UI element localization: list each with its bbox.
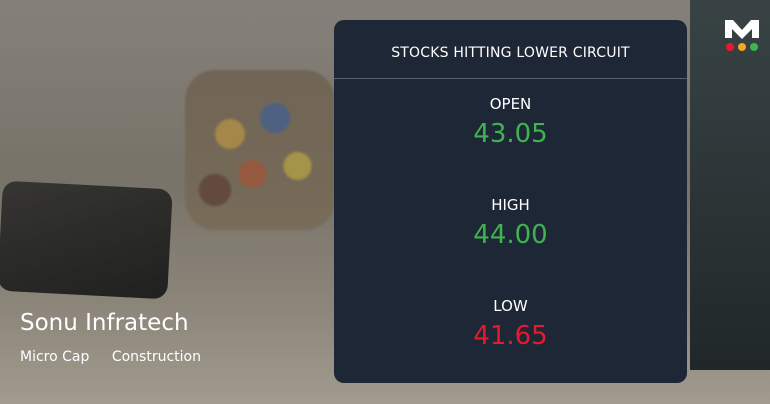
price-card: STOCKS HITTING LOWER CIRCUIT OPEN 43.05 … — [334, 20, 687, 383]
monitor-chart-image — [690, 0, 770, 370]
high-label: HIGH — [491, 196, 530, 214]
company-name: Sonu Infratech — [20, 310, 189, 336]
card-title: STOCKS HITTING LOWER CIRCUIT — [334, 20, 687, 79]
open-value: 43.05 — [473, 119, 548, 149]
high-block: HIGH 44.00 — [334, 180, 687, 281]
low-block: LOW 41.65 — [334, 281, 687, 382]
high-value: 44.00 — [473, 220, 548, 250]
brand-logo — [725, 20, 759, 51]
open-label: OPEN — [489, 95, 532, 113]
company-tags: Micro Cap Construction — [20, 349, 219, 365]
candy-jar-image — [185, 70, 335, 230]
low-label: LOW — [493, 297, 528, 315]
sector-tag: Construction — [111, 349, 201, 365]
open-block: OPEN 43.05 — [334, 79, 687, 180]
market-cap-tag: Micro Cap — [20, 349, 90, 365]
low-value: 41.65 — [473, 321, 548, 351]
